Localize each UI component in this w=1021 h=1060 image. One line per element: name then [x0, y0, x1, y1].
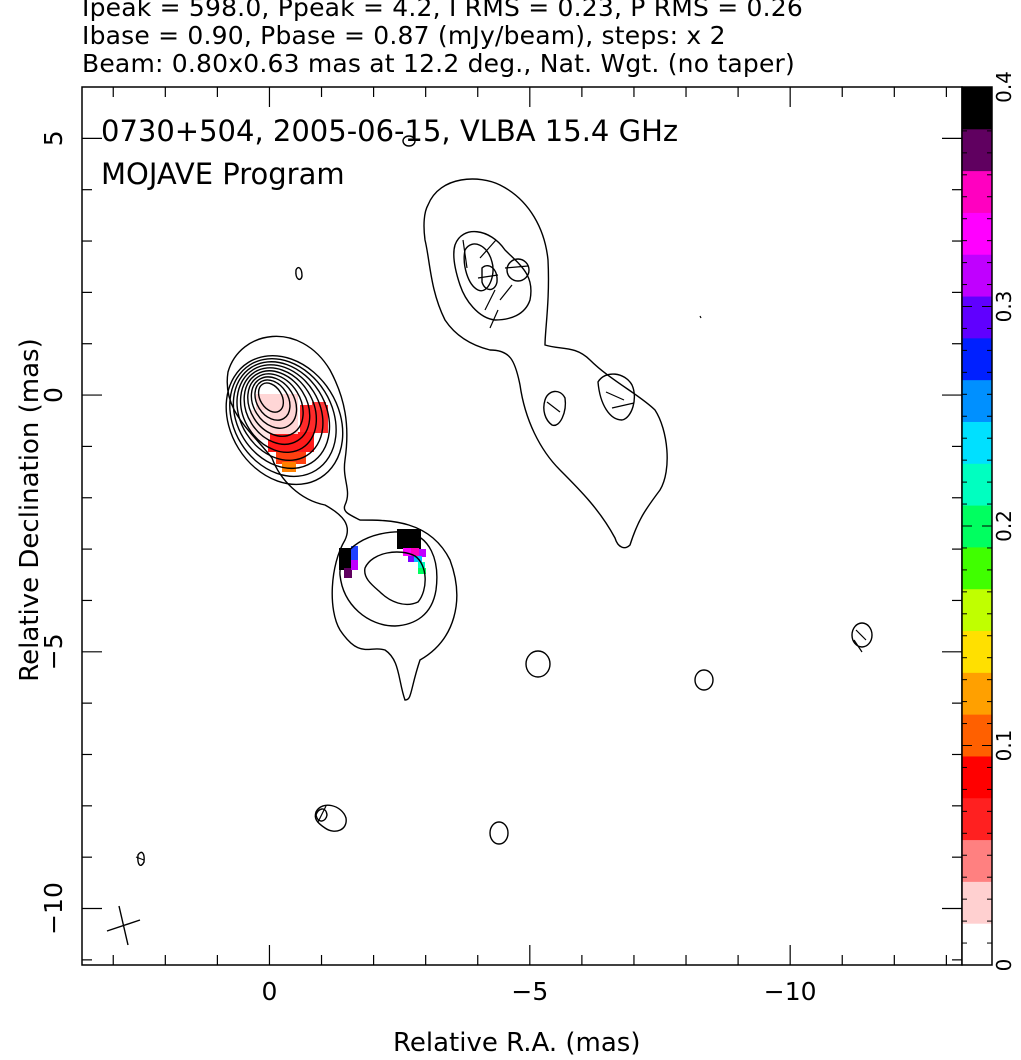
x-axis-label: Relative R.A. (mas)	[393, 1028, 641, 1058]
polarization-patches	[250, 394, 426, 578]
colorbar-swatch	[962, 254, 992, 297]
pol-vector	[499, 284, 513, 301]
island-south-1	[525, 650, 551, 678]
colorbar-swatch	[962, 881, 992, 924]
pol-vector	[699, 315, 702, 319]
header-line-3: Beam: 0.80x0.63 mas at 12.2 deg., Nat. W…	[82, 49, 795, 78]
colorbar-swatch	[962, 212, 992, 255]
y-tick-label: −5	[39, 633, 68, 670]
pol-vector	[605, 391, 625, 401]
pol-vector	[479, 239, 497, 259]
colorbar-tick-label: 0.1	[992, 730, 1016, 762]
x-tick-label: −10	[764, 977, 817, 1006]
colorbar-swatch	[962, 337, 992, 381]
island-bottom-left	[137, 851, 145, 867]
core-contour-5	[239, 367, 318, 454]
north-jet-contour-5	[481, 264, 498, 291]
colorbar-swatch	[962, 923, 992, 966]
pol-vector	[853, 639, 863, 653]
island-far-west	[851, 622, 873, 648]
pol-vector	[855, 629, 867, 641]
colorbar-swatch	[962, 714, 992, 757]
core-contour-8	[250, 376, 298, 429]
island-top	[402, 135, 416, 147]
colorbar-tick-label: 0.3	[992, 291, 1016, 323]
colorbar-swatch	[962, 672, 992, 715]
axis-ticks	[82, 87, 962, 965]
pol-vector	[611, 402, 635, 409]
island-south-4	[314, 804, 347, 832]
colorbar-tick-label: 0	[992, 959, 1016, 972]
core-jet-envelope	[226, 335, 458, 701]
polarization-vectors	[135, 239, 867, 861]
core-contour-6	[243, 370, 311, 445]
plot-title-line-2: MOJAVE Program	[101, 157, 345, 191]
island-south-2	[694, 669, 714, 691]
colorbar-swatch	[962, 588, 992, 632]
colorbar-swatch	[962, 128, 992, 172]
island-south-3	[489, 821, 509, 845]
core-contours	[225, 354, 344, 486]
colorbar-swatch	[962, 463, 992, 506]
colorbar-tick-label: 0.4	[992, 71, 1016, 103]
core-contour-9	[254, 379, 291, 421]
north-jet-contour-4	[506, 258, 530, 282]
north-jet-contour-2	[453, 230, 532, 321]
core-contour-7	[247, 373, 304, 437]
colorbar-swatch	[962, 170, 992, 213]
colorbar-swatch	[962, 546, 992, 590]
island-mid	[543, 390, 567, 426]
pol-vector	[484, 289, 496, 311]
header-line-2: Ibase = 0.90, Pbase = 0.87 (mJy/beam), s…	[82, 21, 726, 50]
pol-vector	[135, 856, 145, 861]
y-axis-label: Relative Declination (mas)	[15, 338, 45, 682]
y-tick-label: 5	[39, 130, 68, 146]
core-contour-2	[229, 358, 337, 478]
y-tick-label: −10	[39, 882, 68, 935]
pol-vector	[546, 401, 561, 413]
plot-title-line-1: 0730+504, 2005-06-15, VLBA 15.4 GHz	[101, 114, 678, 148]
core-contour-10	[257, 382, 285, 413]
pol-vector	[489, 309, 499, 329]
north-jet-contour-3	[463, 243, 494, 292]
south-knot-contour-2	[339, 531, 438, 627]
south-knot-polarization-patch-left	[339, 546, 358, 578]
colorbar-swatch	[962, 755, 992, 799]
north-jet-envelope	[423, 178, 668, 549]
island-north-small	[295, 266, 303, 281]
colorbar-swatch	[962, 379, 992, 422]
y-tick-label: 0	[39, 387, 68, 403]
pol-vector	[477, 274, 499, 279]
island-west	[597, 373, 636, 421]
x-tick-label: 0	[262, 977, 278, 1006]
south-knot-contour-3	[364, 551, 426, 606]
beam-marker	[106, 905, 141, 946]
colorbar-swatch	[962, 421, 992, 464]
pol-vector	[462, 239, 468, 269]
colorbar-swatch	[962, 839, 992, 882]
colorbar-tick-label: 0.2	[992, 510, 1016, 542]
x-tick-label: −5	[511, 977, 548, 1006]
intensity-contours	[137, 135, 873, 867]
plot-frame	[81, 86, 963, 966]
colorbar-swatch	[962, 87, 992, 130]
core-contour-4	[236, 364, 324, 462]
core-contour-1	[225, 354, 344, 486]
header-line-1: Ipeak = 598.0, Ppeak = 4.2, I RMS = 0.23…	[82, 0, 804, 22]
pol-vector	[504, 265, 529, 269]
colorbar: 0 0.1 0.2 0.3 0.4	[961, 71, 1016, 972]
pol-vector	[317, 805, 327, 823]
colorbar-swatch	[962, 630, 992, 673]
core-contour-3	[232, 361, 331, 470]
colorbar-swatch	[962, 296, 992, 339]
axis-tick-labels: 0 −5 −10 5 0 −5 −10	[39, 130, 817, 1006]
